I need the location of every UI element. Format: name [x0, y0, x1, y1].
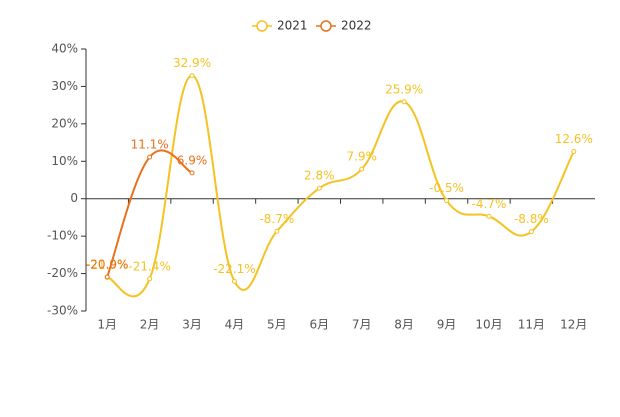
data-label: 11.1%: [131, 138, 169, 152]
x-tick-label: 12月: [560, 318, 587, 332]
data-label: -20.9%: [86, 257, 128, 271]
y-tick-label: 30%: [51, 79, 78, 93]
y-tick-label: -30%: [47, 304, 78, 318]
y-tick-label: -20%: [47, 266, 78, 280]
data-label: -8.7%: [259, 212, 294, 226]
point: [231, 278, 237, 284]
data-label: -0.5%: [429, 181, 464, 195]
point: [528, 229, 534, 235]
legend-marker: [320, 20, 332, 32]
y-tick-label: 40%: [51, 42, 78, 56]
data-label: 32.9%: [173, 56, 211, 70]
y-tick-label: 10%: [51, 154, 78, 168]
point: [147, 154, 153, 160]
x-tick-label: 1月: [97, 318, 117, 332]
x-tick-label: 3月: [182, 318, 202, 332]
data-label: 25.9%: [385, 82, 423, 96]
point: [189, 73, 195, 79]
point: [486, 213, 492, 219]
point: [147, 276, 153, 282]
x-tick-label: 6月: [309, 318, 329, 332]
point: [359, 166, 365, 172]
y-tick-label: -10%: [47, 229, 78, 243]
series-line: [106, 149, 193, 278]
point: [189, 170, 195, 176]
legend-label: 2022: [341, 19, 372, 33]
data-label: 2.8%: [304, 169, 335, 183]
data-label: -21.0%: [86, 258, 128, 272]
point: [274, 228, 280, 234]
point: [444, 198, 450, 204]
data-label: -21.4%: [128, 259, 170, 273]
data-label: -22.1%: [213, 262, 255, 276]
point: [401, 99, 407, 105]
data-label: -4.7%: [472, 197, 507, 211]
x-tick-label: 4月: [225, 318, 245, 332]
point: [316, 185, 322, 191]
x-tick-label: 7月: [352, 318, 372, 332]
x-tick-label: 2月: [140, 318, 160, 332]
point: [104, 274, 110, 280]
legend-marker: [256, 20, 268, 32]
x-tick-label: 9月: [437, 318, 457, 332]
y-tick-label: 20%: [51, 116, 78, 130]
data-label: -8.8%: [514, 212, 549, 226]
point: [571, 149, 577, 155]
x-tick-label: 5月: [267, 318, 287, 332]
data-label: 7.9%: [346, 150, 377, 164]
x-tick-label: 11月: [518, 318, 545, 332]
x-tick-label: 10月: [475, 318, 502, 332]
y-tick-label: 0: [70, 191, 78, 205]
series-line: [106, 74, 575, 298]
data-label: 12.6%: [555, 132, 593, 146]
x-tick-label: 8月: [394, 318, 414, 332]
legend-label: 2021: [277, 19, 308, 33]
data-label: 6.9%: [177, 153, 208, 167]
